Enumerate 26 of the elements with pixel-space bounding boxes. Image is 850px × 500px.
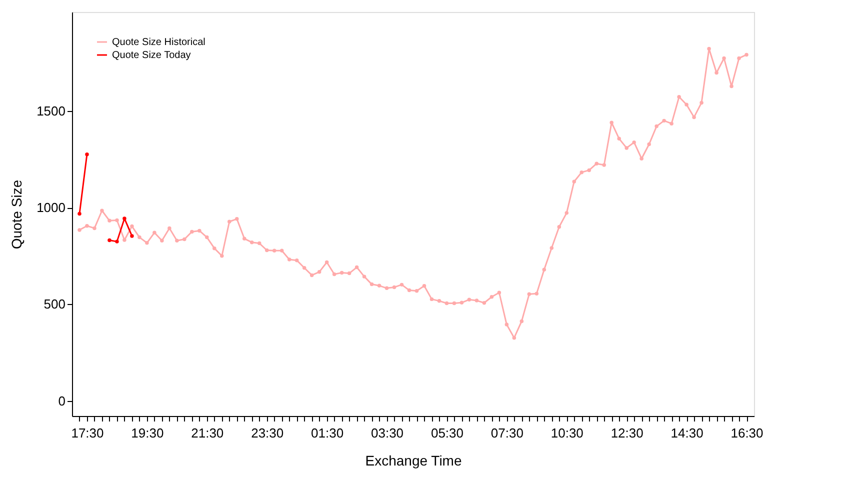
x-tick-label: 05:30 [430, 426, 464, 440]
point [122, 216, 126, 220]
x-axis-title: Exchange Time [365, 452, 462, 468]
x-tick-label: 07:30 [490, 426, 524, 440]
x-tick-label: 12:30 [610, 426, 644, 440]
legend-label: Quote Size Today [112, 50, 191, 61]
y-tick-label: 0 [58, 393, 66, 408]
point [108, 238, 112, 242]
point [130, 234, 134, 238]
y-tick-label: 1000 [36, 200, 66, 216]
point [115, 240, 119, 244]
x-tick-label: 10:30 [550, 426, 584, 440]
x-tick-label: 21:30 [191, 426, 224, 440]
y-tick-label: 500 [44, 296, 66, 312]
x-tick-label: 01:30 [311, 426, 344, 440]
y-axis-title: Quote Size [8, 180, 25, 250]
point [85, 152, 89, 156]
x-tick-label: 14:30 [670, 426, 704, 440]
x-tick-label: 17:30 [71, 426, 104, 440]
x-tick-label: 19:30 [131, 426, 164, 440]
y-tick-label: 1500 [36, 103, 66, 118]
x-tick-label: 23:30 [251, 426, 284, 440]
point [78, 212, 82, 216]
x-tick-label: 16:30 [730, 426, 764, 440]
x-tick-label: 03:30 [370, 426, 404, 440]
legend-label: Quote Size Historical [112, 37, 206, 48]
